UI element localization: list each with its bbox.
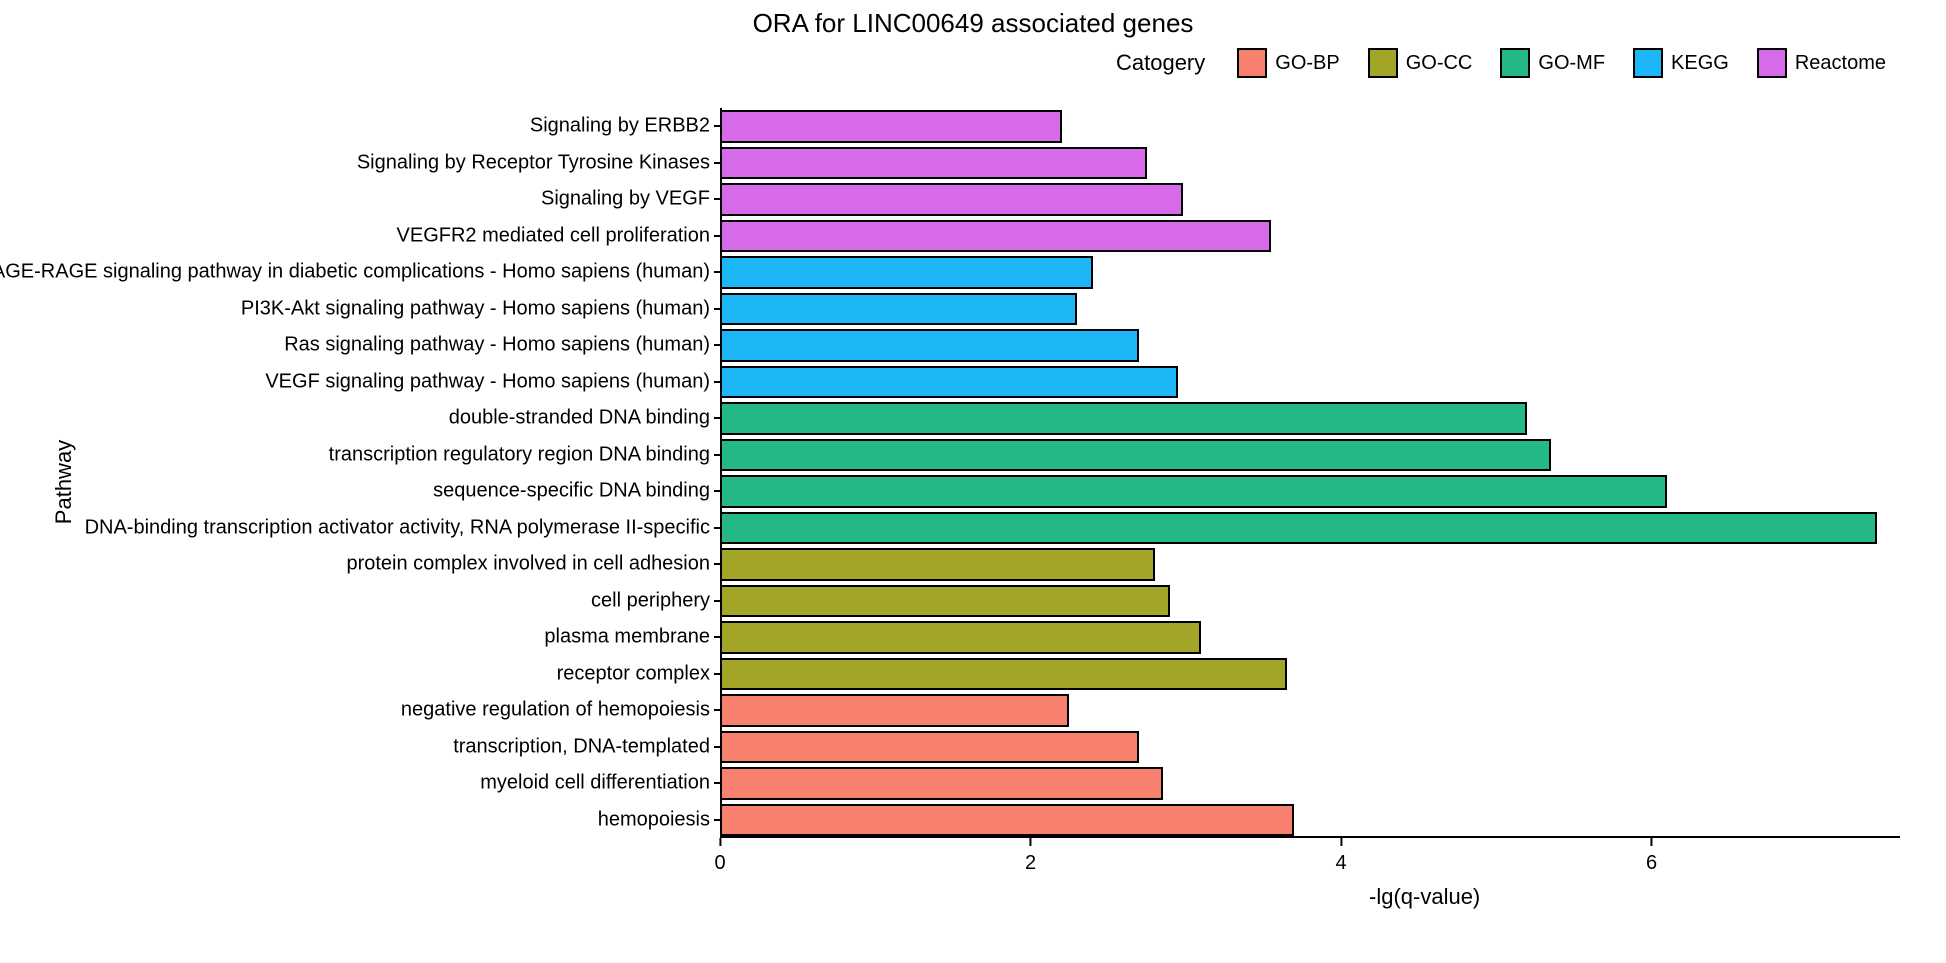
- legend-swatch: [1757, 48, 1787, 78]
- bar: [720, 147, 1147, 180]
- bar-label: hemopoiesis: [598, 808, 720, 831]
- bar-row: cell periphery: [720, 583, 1900, 620]
- legend-item: Reactome: [1757, 48, 1886, 78]
- bar: [720, 366, 1178, 399]
- x-tick-label: 6: [1646, 852, 1657, 875]
- bar-row: PI3K-Akt signaling pathway - Homo sapien…: [720, 291, 1900, 328]
- bar-label: Signaling by VEGF: [541, 188, 720, 211]
- bar: [720, 767, 1163, 800]
- legend-item: GO-BP: [1237, 48, 1339, 78]
- legend-swatch: [1237, 48, 1267, 78]
- legend-swatch: [1633, 48, 1663, 78]
- legend-swatch: [1368, 48, 1398, 78]
- bar-label: negative regulation of hemopoiesis: [401, 699, 720, 722]
- bar-label: receptor complex: [557, 662, 720, 685]
- bar-row: Signaling by ERBB2: [720, 108, 1900, 145]
- bar-label: VEGF signaling pathway - Homo sapiens (h…: [265, 370, 720, 393]
- x-tick-mark: [719, 838, 721, 846]
- legend-title: Catogery: [1116, 50, 1205, 76]
- x-tick-mark: [1651, 838, 1653, 846]
- bar-label: transcription, DNA-templated: [453, 735, 720, 758]
- x-tick-label: 2: [1025, 852, 1036, 875]
- bar-label: Ras signaling pathway - Homo sapiens (hu…: [284, 334, 720, 357]
- bar-row: transcription, DNA-templated: [720, 729, 1900, 766]
- bar-label: PI3K-Akt signaling pathway - Homo sapien…: [241, 297, 720, 320]
- bars-container: Signaling by ERBB2Signaling by Receptor …: [720, 108, 1900, 838]
- bar-row: AGE-RAGE signaling pathway in diabetic c…: [720, 254, 1900, 291]
- bar-label: plasma membrane: [544, 626, 720, 649]
- y-axis-title: Pathway: [51, 439, 77, 523]
- bar-label: transcription regulatory region DNA bind…: [329, 443, 720, 466]
- plot-area: Signaling by ERBB2Signaling by Receptor …: [720, 108, 1900, 878]
- bar-row: receptor complex: [720, 656, 1900, 693]
- bar-row: DNA-binding transcription activator acti…: [720, 510, 1900, 547]
- bar: [720, 220, 1271, 253]
- bar-label: Signaling by Receptor Tyrosine Kinases: [357, 151, 720, 174]
- bar: [720, 439, 1551, 472]
- bar-row: VEGF signaling pathway - Homo sapiens (h…: [720, 364, 1900, 401]
- bar-label: DNA-binding transcription activator acti…: [85, 516, 720, 539]
- bar: [720, 256, 1093, 289]
- bar: [720, 512, 1877, 545]
- bar-row: hemopoiesis: [720, 802, 1900, 839]
- x-tick-mark: [1030, 838, 1032, 846]
- legend-label: GO-CC: [1406, 52, 1473, 75]
- legend-swatch: [1500, 48, 1530, 78]
- bar-label: Signaling by ERBB2: [530, 115, 720, 138]
- legend: Catogery GO-BP GO-CC GO-MF KEGG Reactome: [0, 48, 1886, 78]
- x-tick: 2: [1025, 838, 1036, 875]
- x-tick: 6: [1646, 838, 1657, 875]
- bar-row: plasma membrane: [720, 619, 1900, 656]
- bar-label: AGE-RAGE signaling pathway in diabetic c…: [0, 261, 720, 284]
- legend-item: KEGG: [1633, 48, 1729, 78]
- bar: [720, 293, 1077, 326]
- legend-label: GO-BP: [1275, 52, 1339, 75]
- legend-item: GO-CC: [1368, 48, 1473, 78]
- x-tick: 4: [1335, 838, 1346, 875]
- bar-row: transcription regulatory region DNA bind…: [720, 437, 1900, 474]
- bar-row: protein complex involved in cell adhesio…: [720, 546, 1900, 583]
- bar-label: cell periphery: [591, 589, 720, 612]
- x-tick-label: 0: [714, 852, 725, 875]
- legend-label: Reactome: [1795, 52, 1886, 75]
- y-axis-line: [720, 108, 722, 838]
- bar-row: double-stranded DNA binding: [720, 400, 1900, 437]
- ora-bar-chart: ORA for LINC00649 associated genes Catog…: [0, 0, 1946, 963]
- x-ticks: 0246: [720, 838, 1900, 878]
- x-tick: 0: [714, 838, 725, 875]
- bar-label: myeloid cell differentiation: [480, 772, 720, 795]
- bar: [720, 621, 1201, 654]
- legend-label: KEGG: [1671, 52, 1729, 75]
- legend-label: GO-MF: [1538, 52, 1605, 75]
- bar: [720, 694, 1069, 727]
- bar-row: negative regulation of hemopoiesis: [720, 692, 1900, 729]
- bar-label: sequence-specific DNA binding: [433, 480, 720, 503]
- bar: [720, 329, 1139, 362]
- bar: [720, 804, 1294, 837]
- legend-item: GO-MF: [1500, 48, 1605, 78]
- bar-row: sequence-specific DNA binding: [720, 473, 1900, 510]
- bar-label: VEGFR2 mediated cell proliferation: [397, 224, 720, 247]
- bar: [720, 731, 1139, 764]
- bar-row: VEGFR2 mediated cell proliferation: [720, 218, 1900, 255]
- bar-row: Signaling by Receptor Tyrosine Kinases: [720, 145, 1900, 182]
- bar-row: myeloid cell differentiation: [720, 765, 1900, 802]
- chart-title: ORA for LINC00649 associated genes: [0, 8, 1946, 39]
- bar-row: Ras signaling pathway - Homo sapiens (hu…: [720, 327, 1900, 364]
- bar: [720, 658, 1287, 691]
- x-tick-mark: [1340, 838, 1342, 846]
- x-axis-title: -lg(q-value): [1369, 884, 1480, 910]
- bar: [720, 585, 1170, 618]
- bar: [720, 548, 1155, 581]
- bar: [720, 475, 1667, 508]
- bar-label: protein complex involved in cell adhesio…: [346, 553, 720, 576]
- bar-row: Signaling by VEGF: [720, 181, 1900, 218]
- x-tick-label: 4: [1335, 852, 1346, 875]
- bar-label: double-stranded DNA binding: [449, 407, 720, 430]
- bar: [720, 110, 1062, 143]
- bar: [720, 183, 1183, 216]
- bar: [720, 402, 1527, 435]
